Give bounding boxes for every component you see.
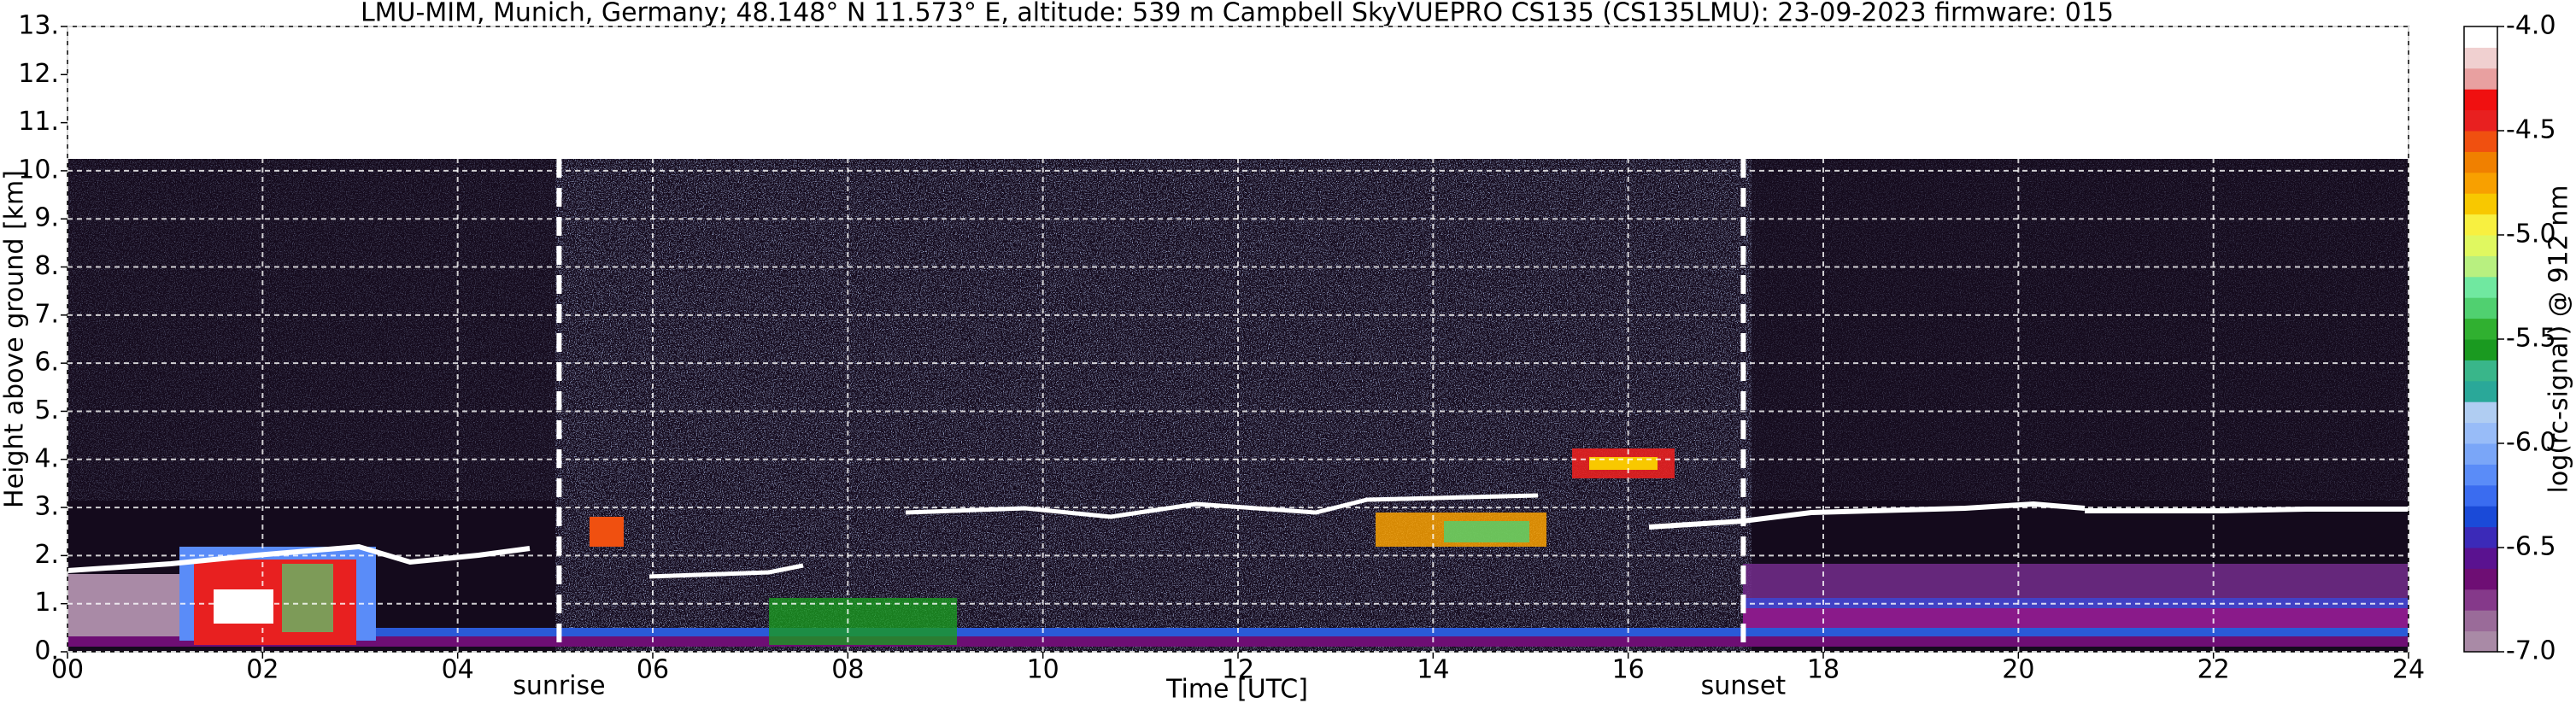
x-tick-label: 22	[2198, 655, 2230, 685]
cloud-layer	[2085, 507, 2409, 513]
annotation-label: sunset	[1701, 671, 1787, 701]
x-tick-label: 08	[831, 655, 864, 685]
colorbar-cell	[2464, 422, 2497, 444]
colorbar-cell	[2464, 255, 2497, 278]
colorbar-cell	[2464, 172, 2497, 194]
x-tick-label: 24	[2392, 655, 2425, 685]
backscatter-noise	[67, 159, 563, 501]
colorbar-cell	[2464, 401, 2497, 424]
colorbar-cell	[2464, 235, 2497, 256]
colorbar-cell	[2464, 89, 2497, 111]
backscatter-feature	[214, 589, 273, 624]
colorbar-cell	[2464, 339, 2497, 360]
colorbar-cell	[2464, 589, 2497, 611]
colorbar-cell	[2464, 297, 2497, 319]
y-tick-label: 5.	[34, 396, 59, 425]
colorbar-cell	[2464, 151, 2497, 173]
colorbar-cell	[2464, 610, 2497, 632]
colorbar-cell	[2464, 67, 2497, 90]
colorbar-cell	[2464, 26, 2497, 48]
colorbar-tick-label: -7.0	[2506, 636, 2556, 666]
x-tick-label: 02	[246, 655, 279, 685]
y-tick-label: 2.	[34, 540, 59, 570]
colorbar-tick-label: -6.5	[2506, 532, 2556, 562]
colorbar-tick-label: -4.5	[2506, 115, 2556, 145]
colorbar-tick-label: -5.5	[2506, 324, 2556, 354]
x-axis-label: Time [UTC]	[1165, 675, 1308, 705]
x-tick-label: 04	[442, 655, 474, 685]
y-tick-label: 11.	[18, 107, 59, 137]
y-tick-label: 0.	[34, 636, 59, 666]
colorbar-cell	[2464, 526, 2497, 548]
y-tick-label: 8.	[34, 251, 59, 281]
backscatter-noise	[1743, 159, 2409, 501]
cloud-layer	[905, 493, 1539, 519]
colorbar-cell	[2464, 464, 2497, 486]
y-tick-label: 3.	[34, 492, 59, 522]
colorbar-cell	[2464, 548, 2497, 569]
cloud-layer	[648, 563, 804, 579]
colorbar-cell	[2464, 193, 2497, 215]
colorbar-cell	[2464, 276, 2497, 298]
y-tick-label: 12.	[18, 59, 59, 89]
colorbar-cell	[2464, 380, 2497, 402]
cloud-layer	[1648, 501, 2086, 530]
backscatter-feature	[769, 598, 957, 645]
colorbar-tick-label: -5.0	[2506, 220, 2556, 249]
colorbar-cell	[2464, 360, 2497, 382]
cloud-layer	[67, 543, 531, 573]
colorbar-tick-label: -4.0	[2506, 11, 2556, 41]
colorbar-label: log(rc-signal) @ 912 nm	[2544, 185, 2574, 494]
y-tick-label: 9.	[34, 203, 59, 233]
y-tick-label: 13.	[18, 11, 59, 41]
y-tick-label: 6.	[34, 348, 59, 378]
chart-title: LMU-MIM, Munich, Germany; 48.148° N 11.5…	[361, 0, 2114, 28]
y-axis-label: Height above ground [km]	[0, 170, 30, 508]
x-tick-label: 00	[51, 655, 84, 685]
colorbar-cell	[2464, 318, 2497, 340]
y-tick-label: 1.	[34, 588, 59, 618]
colorbar-cell	[2464, 443, 2497, 465]
backscatter-noise	[555, 159, 1752, 652]
backscatter-feature	[590, 517, 624, 547]
y-tick-label: 4.	[34, 443, 59, 473]
colorbar-cell	[2464, 484, 2497, 507]
annotation-label: sunrise	[513, 671, 605, 701]
x-tick-label: 10	[1027, 655, 1059, 685]
colorbar-tick-label: -6.0	[2506, 428, 2556, 458]
colorbar-cell	[2464, 630, 2497, 653]
backscatter-feature	[1444, 521, 1529, 542]
x-tick-label: 12	[1222, 655, 1254, 685]
colorbar-cell	[2464, 214, 2497, 236]
x-tick-label: 20	[2002, 655, 2034, 685]
x-tick-label: 14	[1417, 655, 1449, 685]
x-tick-label: 16	[1612, 655, 1645, 685]
backscatter-feature	[282, 564, 333, 632]
x-tick-label: 06	[637, 655, 669, 685]
y-tick-label: 10.	[18, 155, 59, 185]
x-tick-label: 18	[1807, 655, 1840, 685]
colorbar-cell	[2464, 568, 2497, 590]
y-tick-label: 7.	[34, 299, 59, 329]
colorbar-cell	[2464, 131, 2497, 152]
colorbar-cell	[2464, 506, 2497, 528]
colorbar-cell	[2464, 109, 2497, 132]
colorbar-cell	[2464, 47, 2497, 69]
